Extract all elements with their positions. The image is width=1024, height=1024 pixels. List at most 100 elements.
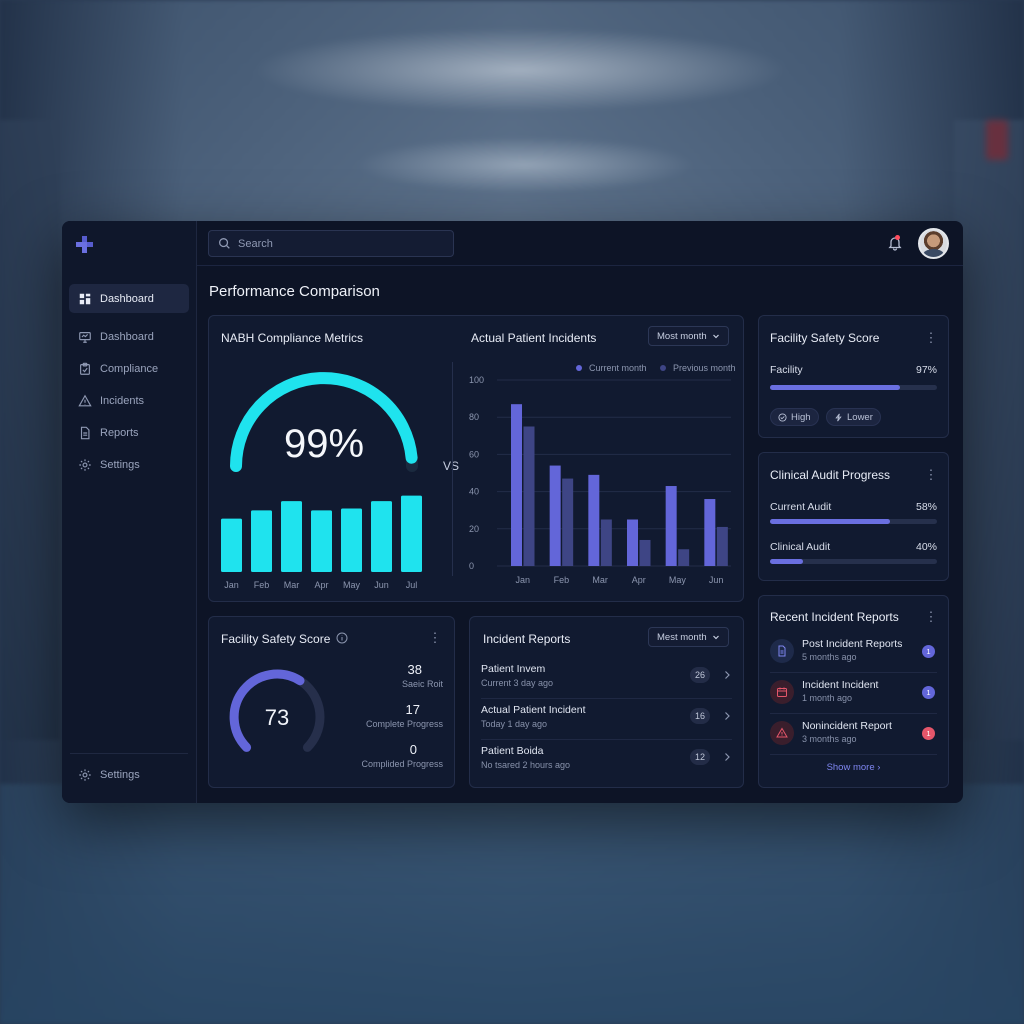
y-tick-label: 80 [469,412,479,422]
gear-icon [79,458,91,471]
recent-incident-item[interactable]: Post Incident Reports 5 months ago 1 [770,632,937,673]
vs-label: VS [443,459,460,473]
clinical-audit-card: Clinical Audit Progress ⋮ Current Audit … [758,452,949,581]
stat-value: 0 [409,742,417,757]
nabh-bar [311,510,332,572]
nabh-bar [371,501,392,572]
facility-progress-fill [770,385,901,390]
x-tick-label: Feb [254,580,270,590]
sidebar-item-dashboard[interactable]: Dashboard [69,322,189,351]
chevron-down-icon [712,635,719,640]
x-tick-label: May [343,580,361,590]
check-circle-icon [778,412,787,422]
recent-incident-item[interactable]: Nonincident Report 3 months ago 1 [770,714,937,755]
dashboard-window: Dashboard Dashboard Compliance Incidents… [62,221,963,803]
lower-chip[interactable]: Lower [826,408,881,426]
x-tick-label: May [669,575,687,585]
facility-safety-score-gauge-card: Facility Safety Score ⋮ 73 38 Saeic Roit… [208,616,455,788]
info-icon[interactable] [336,632,348,644]
high-chip[interactable]: High [770,408,819,426]
sidebar-footer-settings[interactable]: Settings [69,760,189,789]
incident-report-row[interactable]: Patient Invem Current 3 day ago 26 [481,658,732,699]
audit-progress-track [770,519,937,524]
legend-label: Current month [589,363,647,373]
incident-title: Post Incident Reports [802,638,903,650]
avatar[interactable] [918,228,949,259]
more-options-icon[interactable]: ⋮ [924,330,938,345]
row-title: Actual Patient Incident [481,704,586,716]
chevron-right-icon: › [877,762,881,773]
facility-safety-score-card: Facility Safety Score ⋮ Facility 97% Hig… [758,315,949,438]
medical-cross-logo-icon[interactable] [73,233,97,257]
calendar-icon [770,680,794,704]
x-tick-label: Jul [406,580,418,590]
incident-badge: 1 [922,686,935,699]
stat-label: Complided Progress [361,759,443,769]
sidebar-item-label: Reports [100,426,139,439]
incident-report-row[interactable]: Actual Patient Incident Today 1 day ago … [481,699,732,740]
row-count-badge: 16 [690,708,710,724]
more-options-icon[interactable]: ⋮ [924,467,938,482]
chevron-right-icon [725,671,730,679]
chip-label: High [791,411,811,423]
incident-bar [511,404,522,566]
chip-label: Lower [847,411,873,423]
incident-bar [523,426,535,566]
sidebar-item-incidents[interactable]: Incidents [69,386,189,415]
nabh-gauge-value: 99% [283,422,365,466]
stat-value: 38 [407,662,422,677]
sidebar-item-dashboard-active[interactable]: Dashboard [69,284,189,313]
x-tick-label: Mar [284,580,300,590]
document-icon [80,426,90,439]
incident-reports-period-dropdown[interactable]: Mest month [648,627,729,647]
sidebar-divider [70,753,188,754]
warning-icon [78,394,92,406]
more-options-icon[interactable]: ⋮ [428,630,442,645]
y-tick-label: 100 [469,375,484,385]
chevron-right-icon [725,753,730,761]
incident-title: Nonincident Report [802,720,892,732]
safety-score-value: 73 [264,705,290,730]
sidebar-item-compliance[interactable]: Compliance [69,354,189,383]
nabh-bar [401,495,422,572]
more-options-icon[interactable]: ⋮ [924,609,938,624]
x-tick-label: Apr [632,575,646,585]
y-tick-label: 60 [469,449,479,459]
page-title: Performance Comparison [209,283,380,300]
sidebar-item-label: Dashboard [100,292,154,305]
audit-value: 40% [915,541,937,553]
search-placeholder: Search [238,237,273,250]
y-tick-label: 20 [469,524,479,534]
incident-bar [588,474,600,566]
nabh-gauge-fill [230,372,418,472]
dropdown-label: Most month [657,330,707,342]
document-icon [770,639,794,663]
show-more-link[interactable]: Show more › [759,762,948,773]
warning-icon [770,721,794,745]
sidebar-item-reports[interactable]: Reports [69,418,189,447]
incident-bar [665,486,677,566]
nabh-title: NABH Compliance Metrics [221,331,364,345]
recent-incident-item[interactable]: Incident Incident 1 month ago 1 [770,673,937,714]
card-title: Facility Safety Score [770,331,880,345]
nabh-gauge [230,372,418,472]
card-title: Recent Incident Reports [770,610,899,624]
incident-report-row[interactable]: Patient Boida No tsared 2 hours ago 12 [481,740,732,781]
incident-time: 3 months ago [802,734,857,744]
incident-title: Incident Incident [802,679,879,691]
x-tick-label: Apr [314,580,328,590]
row-subtitle: Today 1 day ago [481,719,548,729]
sidebar-item-label: Incidents [100,394,145,407]
topbar: Search [197,221,963,266]
sidebar-item-label: Compliance [100,362,159,375]
facility-value: 97% [915,364,937,376]
search-input[interactable]: Search [208,230,454,257]
incidents-period-dropdown[interactable]: Most month [648,326,729,346]
grid-icon [79,293,91,304]
incident-time: 1 month ago [802,693,853,703]
clipboard-icon [80,362,90,375]
x-tick-label: Jun [374,580,389,590]
x-tick-label: Jan [224,580,239,590]
sidebar-item-settings[interactable]: Settings [69,450,189,479]
show-more-label: Show more [826,762,875,773]
